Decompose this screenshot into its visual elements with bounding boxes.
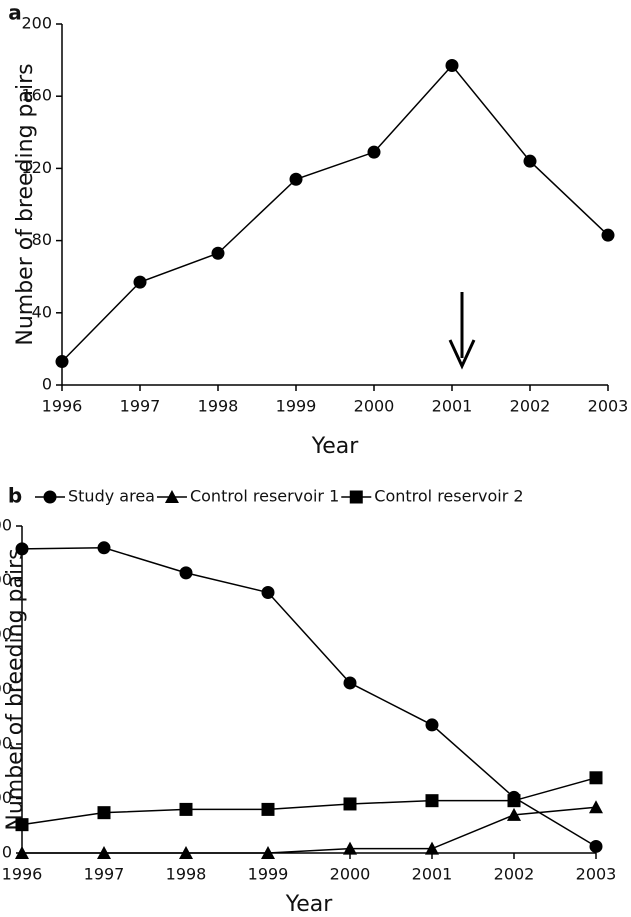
x-tick-label: 2001 [412,865,453,884]
x-tick-label: 2001 [432,397,473,416]
legend-marker [349,490,363,504]
marker [445,59,459,73]
marker [425,841,439,855]
marker [343,841,357,855]
marker [179,566,193,580]
marker [289,172,303,186]
x-tick-label: 1997 [84,865,125,884]
legend-label: Study area [68,487,155,506]
y-axis-title: Number of breeding pairs [3,548,28,830]
x-tick-label: 1996 [2,865,43,884]
marker [261,846,275,859]
legend-marker [164,490,179,503]
y-tick-label: 40 [32,302,52,321]
marker [15,818,29,832]
marker [15,542,29,556]
series-line [21,547,597,848]
y-tick-label: 0 [2,843,12,862]
marker [97,806,111,820]
series-line [61,64,609,363]
y-tick-label: 120 [21,158,52,177]
marker [97,541,111,555]
marker [211,246,225,260]
x-tick-label: 1999 [276,397,317,416]
y-tick-label: 1000 [0,734,12,753]
marker [179,802,193,816]
series-line [22,806,597,854]
x-axis-title: Year [285,892,334,917]
marker [507,794,521,808]
marker [343,676,357,690]
marker [425,794,439,808]
legend-marker [43,490,57,504]
x-tick-label: 1998 [198,397,239,416]
marker [523,154,537,168]
marker [425,718,439,732]
marker [367,145,381,159]
y-tick-label: 500 [0,788,12,807]
marker [15,846,29,859]
x-tick-label: 2003 [588,397,629,416]
series-line [21,777,597,826]
x-tick-label: 2000 [354,397,395,416]
y-axis-title: Number of breeding pairs [13,63,38,345]
panel-label: b [8,484,22,508]
marker [589,839,603,853]
y-tick-label: 200 [21,14,52,33]
panel-label: a [8,1,22,25]
y-tick-label: 1500 [0,679,12,698]
y-tick-label: 160 [21,86,52,105]
arrow-head [448,339,476,370]
marker [601,228,615,242]
marker [261,585,275,599]
y-tick-label: 0 [42,375,52,394]
x-tick-label: 2002 [494,865,535,884]
legend-label: Control reservoir 1 [190,487,339,506]
legend-label: Control reservoir 2 [374,487,523,506]
x-tick-label: 2000 [330,865,371,884]
marker [97,846,111,859]
x-tick-label: 1998 [166,865,207,884]
x-tick-label: 1996 [42,397,83,416]
x-tick-label: 2003 [576,865,617,884]
y-tick-label: 80 [32,230,52,249]
y-tick-label: 2500 [0,570,12,589]
marker [133,275,147,289]
marker [55,355,69,369]
marker [589,771,603,785]
marker [261,802,275,816]
x-axis-title: Year [311,434,360,459]
marker [589,800,603,814]
marker [179,846,193,859]
y-tick-label: 3000 [0,516,12,535]
x-tick-label: 1999 [248,865,289,884]
x-tick-label: 2002 [510,397,551,416]
marker [343,797,357,811]
y-tick-label: 2000 [0,625,12,644]
marker [507,807,521,821]
x-tick-label: 1997 [120,397,161,416]
